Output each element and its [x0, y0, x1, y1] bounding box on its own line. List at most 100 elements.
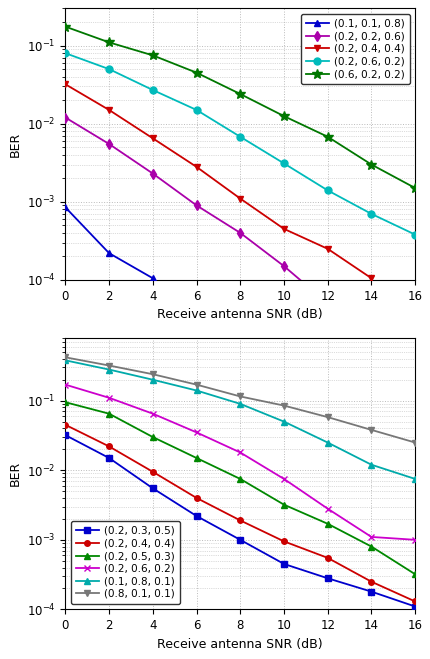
(0.2, 0.3, 0.5): [194, 512, 199, 520]
(0.1, 0.1, 0.8): [106, 249, 111, 257]
(0.1, 0.8, 0.1): [237, 400, 242, 408]
(0.2, 0.5, 0.3): [324, 520, 329, 528]
(0.1, 0.8, 0.1): [194, 387, 199, 395]
Line: (0.2, 0.5, 0.3): (0.2, 0.5, 0.3): [62, 399, 418, 578]
(0.2, 0.4, 0.4): [150, 468, 155, 476]
(0.2, 0.5, 0.3): [368, 542, 373, 550]
(0.2, 0.3, 0.5): [412, 602, 417, 610]
(0.2, 0.6, 0.2): [281, 159, 286, 167]
(0.6, 0.2, 0.2): [368, 161, 373, 169]
(0.1, 0.8, 0.1): [150, 376, 155, 384]
(0.6, 0.2, 0.2): [63, 22, 68, 30]
Y-axis label: BER: BER: [8, 132, 21, 157]
(0.6, 0.2, 0.2): [194, 69, 199, 76]
(0.2, 0.4, 0.4): [324, 245, 329, 253]
(0.2, 0.4, 0.4): [194, 163, 199, 171]
(0.1, 0.8, 0.1): [412, 475, 417, 483]
Line: (0.2, 0.6, 0.2): (0.2, 0.6, 0.2): [62, 381, 418, 543]
(0.8, 0.1, 0.1): [368, 426, 373, 434]
(0.2, 0.5, 0.3): [237, 475, 242, 483]
(0.2, 0.6, 0.2): [281, 475, 286, 483]
(0.2, 0.4, 0.4): [106, 106, 111, 114]
(0.2, 0.4, 0.4): [412, 598, 417, 606]
Line: (0.2, 0.3, 0.5): (0.2, 0.3, 0.5): [62, 432, 417, 610]
(0.2, 0.6, 0.2): [63, 49, 68, 57]
(0.2, 0.2, 0.6): [106, 140, 111, 148]
Line: (0.1, 0.1, 0.8): (0.1, 0.1, 0.8): [62, 204, 156, 281]
(0.8, 0.1, 0.1): [150, 370, 155, 378]
(0.6, 0.2, 0.2): [412, 184, 417, 192]
(0.2, 0.3, 0.5): [281, 560, 286, 568]
Line: (0.2, 0.2, 0.6): (0.2, 0.2, 0.6): [62, 114, 418, 385]
Y-axis label: BER: BER: [8, 461, 21, 486]
(0.2, 0.4, 0.4): [106, 442, 111, 450]
(0.8, 0.1, 0.1): [106, 362, 111, 370]
(0.2, 0.2, 0.6): [150, 169, 155, 177]
(0.8, 0.1, 0.1): [237, 393, 242, 401]
(0.1, 0.8, 0.1): [368, 461, 373, 469]
(0.6, 0.2, 0.2): [281, 112, 286, 120]
(0.8, 0.1, 0.1): [63, 353, 68, 361]
(0.2, 0.3, 0.5): [237, 536, 242, 544]
(0.2, 0.5, 0.3): [194, 454, 199, 462]
(0.2, 0.4, 0.4): [237, 194, 242, 202]
(0.2, 0.6, 0.2): [237, 133, 242, 141]
(0.8, 0.1, 0.1): [281, 401, 286, 409]
(0.1, 0.8, 0.1): [281, 418, 286, 426]
(0.6, 0.2, 0.2): [237, 90, 242, 98]
(0.6, 0.2, 0.2): [150, 51, 155, 59]
(0.2, 0.6, 0.2): [194, 106, 199, 114]
Line: (0.2, 0.4, 0.4): (0.2, 0.4, 0.4): [62, 422, 417, 604]
(0.2, 0.2, 0.6): [281, 262, 286, 270]
(0.2, 0.4, 0.4): [281, 225, 286, 233]
(0.2, 0.6, 0.2): [237, 449, 242, 457]
(0.2, 0.6, 0.2): [324, 186, 329, 194]
Legend: (0.2, 0.3, 0.5), (0.2, 0.4, 0.4), (0.2, 0.5, 0.3), (0.2, 0.6, 0.2), (0.1, 0.8, 0: (0.2, 0.3, 0.5), (0.2, 0.4, 0.4), (0.2, …: [71, 521, 179, 604]
Line: (0.2, 0.4, 0.4): (0.2, 0.4, 0.4): [62, 81, 374, 281]
(0.2, 0.5, 0.3): [106, 410, 111, 418]
(0.2, 0.4, 0.4): [368, 578, 373, 586]
(0.2, 0.6, 0.2): [324, 505, 329, 513]
(0.2, 0.6, 0.2): [368, 533, 373, 541]
(0.8, 0.1, 0.1): [412, 439, 417, 447]
(0.2, 0.6, 0.2): [63, 381, 68, 389]
(0.2, 0.4, 0.4): [368, 274, 373, 282]
X-axis label: Receive antenna SNR (dB): Receive antenna SNR (dB): [157, 638, 322, 650]
(0.2, 0.4, 0.4): [63, 80, 68, 88]
(0.2, 0.4, 0.4): [150, 134, 155, 142]
(0.6, 0.2, 0.2): [106, 38, 111, 46]
(0.2, 0.6, 0.2): [194, 428, 199, 436]
(0.2, 0.6, 0.2): [412, 231, 417, 239]
(0.2, 0.3, 0.5): [106, 454, 111, 462]
(0.8, 0.1, 0.1): [324, 413, 329, 421]
(0.2, 0.6, 0.2): [150, 410, 155, 418]
(0.2, 0.3, 0.5): [368, 588, 373, 596]
(0.2, 0.5, 0.3): [150, 433, 155, 441]
Legend: (0.1, 0.1, 0.8), (0.2, 0.2, 0.6), (0.2, 0.4, 0.4), (0.2, 0.6, 0.2), (0.6, 0.2, 0: (0.1, 0.1, 0.8), (0.2, 0.2, 0.6), (0.2, …: [300, 14, 409, 84]
(0.2, 0.2, 0.6): [368, 334, 373, 342]
(0.2, 0.4, 0.4): [194, 494, 199, 502]
(0.1, 0.8, 0.1): [63, 357, 68, 364]
(0.2, 0.6, 0.2): [368, 210, 373, 218]
(0.1, 0.1, 0.8): [63, 204, 68, 212]
(0.1, 0.8, 0.1): [324, 439, 329, 447]
(0.6, 0.2, 0.2): [324, 133, 329, 141]
Line: (0.1, 0.8, 0.1): (0.1, 0.8, 0.1): [62, 357, 418, 482]
X-axis label: Receive antenna SNR (dB): Receive antenna SNR (dB): [157, 308, 322, 321]
(0.2, 0.3, 0.5): [150, 484, 155, 492]
Line: (0.2, 0.6, 0.2): (0.2, 0.6, 0.2): [62, 49, 418, 238]
(0.2, 0.6, 0.2): [106, 394, 111, 402]
(0.2, 0.2, 0.6): [237, 229, 242, 237]
Line: (0.6, 0.2, 0.2): (0.6, 0.2, 0.2): [60, 22, 419, 193]
(0.2, 0.4, 0.4): [324, 554, 329, 562]
(0.2, 0.5, 0.3): [63, 398, 68, 406]
(0.8, 0.1, 0.1): [194, 381, 199, 389]
(0.2, 0.6, 0.2): [150, 86, 155, 94]
(0.2, 0.6, 0.2): [106, 65, 111, 73]
(0.2, 0.6, 0.2): [412, 536, 417, 544]
Line: (0.8, 0.1, 0.1): (0.8, 0.1, 0.1): [62, 354, 418, 446]
(0.2, 0.2, 0.6): [194, 202, 199, 210]
(0.2, 0.2, 0.6): [412, 378, 417, 386]
(0.1, 0.1, 0.8): [150, 274, 155, 282]
(0.2, 0.3, 0.5): [324, 575, 329, 583]
